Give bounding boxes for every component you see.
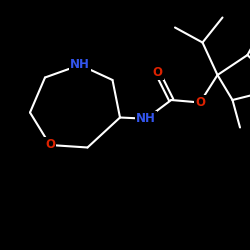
- Text: NH: NH: [136, 112, 156, 125]
- Text: O: O: [152, 66, 162, 79]
- Text: O: O: [45, 138, 55, 151]
- Text: NH: NH: [70, 58, 90, 71]
- Text: O: O: [195, 96, 205, 109]
